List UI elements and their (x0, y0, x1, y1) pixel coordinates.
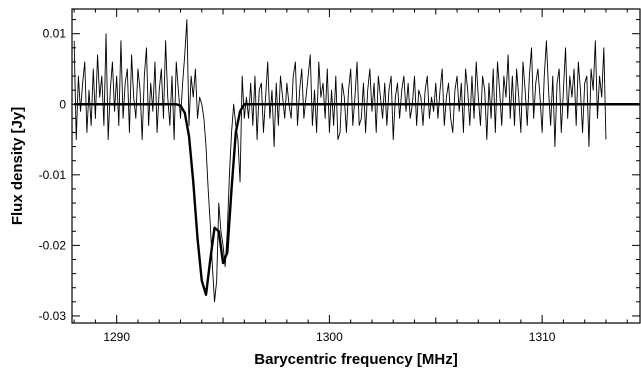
spectrum-line (73, 19, 607, 303)
x-axis-title: Barycentric frequency [MHz] (254, 351, 457, 368)
ticks-layer (72, 9, 640, 323)
plot-area (73, 19, 640, 303)
model-fit-line (74, 103, 640, 296)
x-tick-label: 1310 (529, 330, 556, 344)
y-tick-label: 0.01 (43, 27, 67, 41)
series-layer (73, 19, 640, 303)
plot-frame (71, 8, 641, 324)
x-tick-label: 1290 (103, 330, 130, 344)
y-tick-label: -0.03 (39, 309, 67, 323)
y-tick-label: 0 (59, 97, 66, 111)
tick-labels-layer: 1290 1300 1310 0.01 0 -0.01 -0.02 -0.03 (39, 27, 556, 344)
y-tick-label: -0.02 (39, 238, 67, 252)
y-axis-title: Flux density [Jy] (9, 107, 26, 225)
y-tick-label: -0.01 (39, 168, 67, 182)
x-tick-label: 1300 (316, 330, 343, 344)
